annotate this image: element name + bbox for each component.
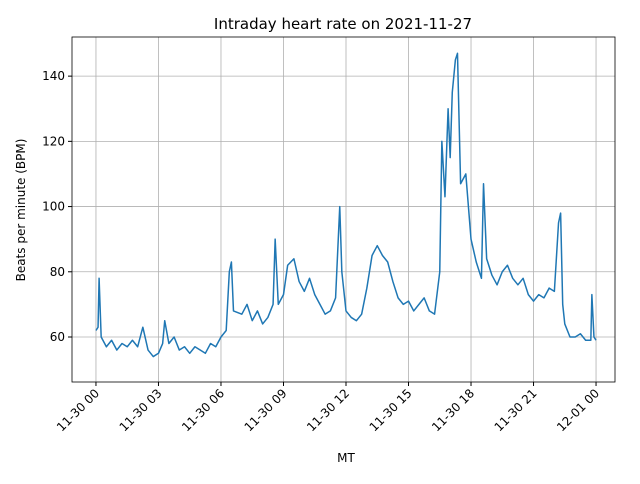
x-tick-label: 11-30 12 bbox=[304, 386, 352, 434]
x-tick-label: 12-01 00 bbox=[554, 386, 602, 434]
x-tick-label: 11-30 06 bbox=[179, 386, 227, 434]
x-tick-label: 11-30 21 bbox=[492, 386, 540, 434]
x-tick-label: 11-30 15 bbox=[367, 386, 415, 434]
chart-title: Intraday heart rate on 2021-11-27 bbox=[214, 15, 472, 33]
x-tick-label: 11-30 18 bbox=[429, 386, 477, 434]
y-axis-label: Beats per minute (BPM) bbox=[14, 139, 28, 282]
plot-frame bbox=[71, 36, 616, 383]
x-tick-label: 11-30 03 bbox=[117, 386, 165, 434]
y-tick-label: 140 bbox=[42, 69, 65, 83]
series-line bbox=[95, 52, 597, 358]
x-tick-label: 11-30 00 bbox=[54, 386, 102, 434]
y-tick-label: 120 bbox=[42, 134, 65, 148]
y-tick-label: 60 bbox=[50, 330, 65, 344]
y-tick-label: 100 bbox=[42, 200, 65, 214]
x-tick-label: 11-30 09 bbox=[242, 386, 290, 434]
x-axis-label: MT bbox=[337, 451, 355, 465]
y-tick-label: 80 bbox=[50, 265, 65, 279]
